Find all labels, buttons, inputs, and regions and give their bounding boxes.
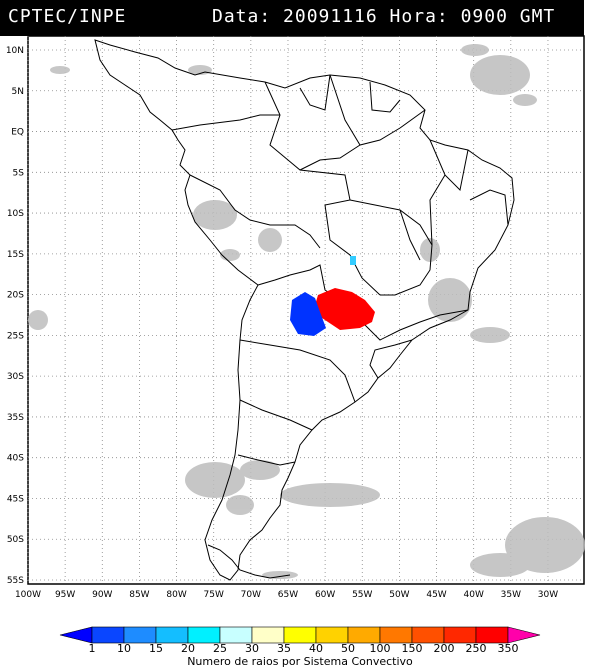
lat-lon-grid: 100W 95W 90W 85W 80W 75W 70W 65W 60W 55W 50W 45W 40W… bbox=[6, 36, 584, 600]
lat-tick-label: EQ bbox=[11, 128, 24, 138]
lightning-clusters bbox=[290, 256, 375, 336]
lat-tick-label: 55S bbox=[7, 576, 24, 586]
colorbar-swatch bbox=[219, 626, 253, 644]
lon-tick-label: 35W bbox=[501, 590, 521, 600]
colorbar-label: 20 bbox=[181, 642, 195, 655]
lon-tick-label: 45W bbox=[426, 590, 446, 600]
colorbar-swatch bbox=[507, 626, 541, 644]
colorbar-label: 50 bbox=[341, 642, 355, 655]
cluster-cyan bbox=[350, 256, 356, 265]
colorbar-label: 200 bbox=[433, 642, 455, 655]
colorbar-swatch bbox=[123, 626, 157, 644]
lon-tick-label: 70W bbox=[241, 590, 261, 600]
colorbar-swatch bbox=[91, 626, 125, 644]
lat-tick-label: 50S bbox=[7, 535, 24, 545]
colorbar-swatch bbox=[475, 626, 509, 644]
lat-tick-label: 40S bbox=[7, 454, 24, 464]
colorbar-swatch bbox=[283, 626, 317, 644]
colorbar-label: 15 bbox=[149, 642, 163, 655]
lat-tick-label: 15S bbox=[7, 250, 24, 260]
lon-tick-label: 100W bbox=[15, 590, 41, 600]
lat-tick-label: 20S bbox=[7, 291, 24, 301]
lat-tick-label: 35S bbox=[7, 413, 24, 423]
colorbar-label: 350 bbox=[497, 642, 519, 655]
lat-tick-label: 5N bbox=[12, 87, 24, 97]
cluster-red bbox=[315, 288, 375, 330]
colorbar-label: 10 bbox=[117, 642, 131, 655]
cloud-cover bbox=[28, 44, 585, 579]
lon-tick-label: 75W bbox=[204, 590, 224, 600]
cluster-blue bbox=[290, 292, 326, 336]
colorbar-swatch bbox=[155, 626, 189, 644]
colorbar-label: 150 bbox=[401, 642, 423, 655]
colorbar-swatch bbox=[187, 626, 221, 644]
colorbar-swatches bbox=[59, 626, 541, 644]
lon-tick-label: 85W bbox=[129, 590, 149, 600]
lat-tick-label: 10S bbox=[7, 209, 24, 219]
lat-tick-label: 30S bbox=[7, 372, 24, 382]
colorbar-swatch bbox=[379, 626, 413, 644]
colorbar-swatch bbox=[443, 626, 477, 644]
colorbar-label: 40 bbox=[309, 642, 323, 655]
agency-label: CPTEC/INPE bbox=[8, 6, 127, 27]
coastlines-borders bbox=[94, 39, 515, 581]
colorbar-labels: 1 10 15 20 25 30 35 40 50 100 150 200 250 350 bbox=[0, 642, 600, 655]
colorbar-swatch bbox=[251, 626, 285, 644]
colorbar-label: 30 bbox=[245, 642, 259, 655]
map-header: CPTEC/INPE Data: 20091116 Hora: 0900 GMT bbox=[0, 0, 584, 36]
lon-tick-label: 90W bbox=[92, 590, 112, 600]
colorbar-label: 250 bbox=[465, 642, 487, 655]
colorbar-title: Numero de raios por Sistema Convectivo bbox=[187, 655, 413, 668]
lat-tick-label: 5S bbox=[13, 168, 25, 178]
lat-tick-label: 10N bbox=[6, 46, 24, 56]
colorbar-swatch bbox=[411, 626, 445, 644]
lon-tick-label: 60W bbox=[315, 590, 335, 600]
lon-tick-label: 30W bbox=[538, 590, 558, 600]
lon-tick-label: 80W bbox=[166, 590, 186, 600]
lon-tick-label: 65W bbox=[278, 590, 298, 600]
colorbar-swatch bbox=[59, 626, 93, 644]
lat-tick-label: 45S bbox=[7, 494, 24, 504]
colorbar bbox=[59, 626, 541, 644]
lon-tick-label: 40W bbox=[464, 590, 484, 600]
lat-tick-label: 25S bbox=[7, 331, 24, 341]
lon-tick-label: 55W bbox=[352, 590, 372, 600]
datetime-label: Data: 20091116 Hora: 0900 GMT bbox=[212, 6, 556, 27]
colorbar-swatch bbox=[347, 626, 381, 644]
colorbar-label: 25 bbox=[213, 642, 227, 655]
colorbar-label: 1 bbox=[88, 642, 96, 655]
lon-tick-label: 95W bbox=[55, 590, 75, 600]
colorbar-label: 100 bbox=[369, 642, 391, 655]
colorbar-swatch bbox=[315, 626, 349, 644]
lon-tick-label: 50W bbox=[389, 590, 409, 600]
colorbar-label: 35 bbox=[277, 642, 291, 655]
